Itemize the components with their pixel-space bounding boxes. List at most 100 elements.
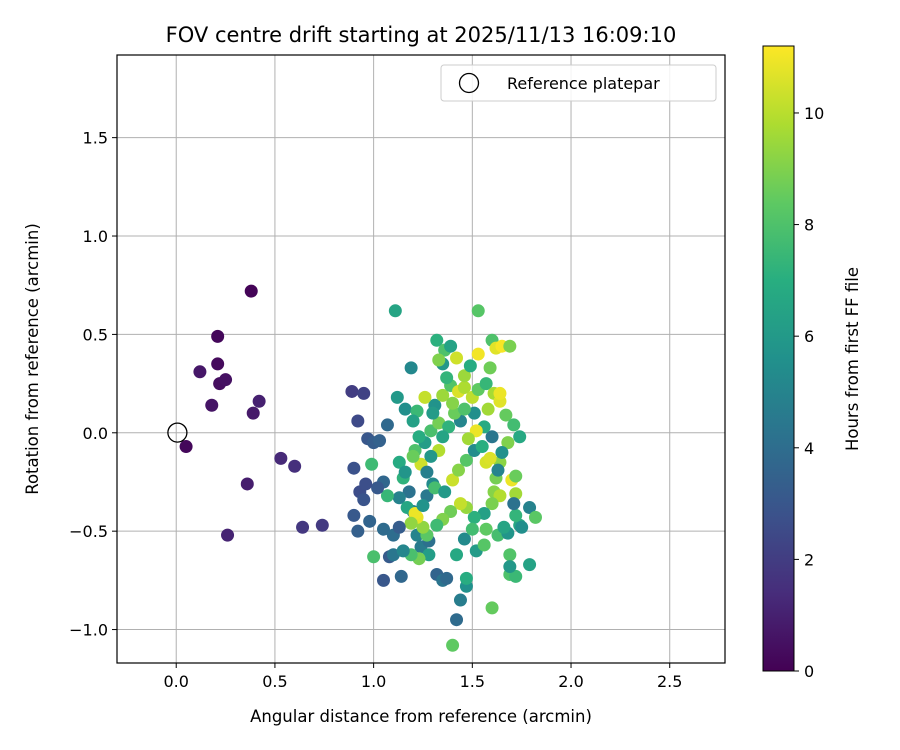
- data-point: [380, 418, 394, 432]
- data-point: [416, 520, 430, 534]
- x-tick-label: 0.5: [262, 672, 287, 691]
- data-point: [274, 451, 288, 465]
- y-tick-label: −0.5: [69, 522, 108, 541]
- data-point: [499, 408, 513, 422]
- data-point: [471, 304, 485, 318]
- data-point: [523, 501, 537, 515]
- data-point: [440, 371, 454, 385]
- data-point: [481, 402, 495, 416]
- data-point: [371, 481, 385, 495]
- data-point: [211, 357, 225, 371]
- data-point: [219, 373, 233, 387]
- data-point: [420, 465, 434, 479]
- data-point: [345, 384, 359, 398]
- data-point: [412, 430, 426, 444]
- colorbar-ticks: 0 2 4 6 8 10: [794, 104, 824, 681]
- plot-frame: [116, 54, 726, 664]
- y-tick-label: 0.0: [83, 424, 108, 443]
- data-point: [367, 550, 381, 564]
- colorbar-tick-label: 8: [804, 216, 814, 235]
- data-point: [418, 390, 432, 404]
- data-point: [477, 506, 491, 520]
- data-point: [398, 402, 412, 416]
- data-point: [491, 463, 505, 477]
- data-point: [380, 489, 394, 503]
- legend: Reference platepar: [440, 64, 717, 102]
- data-point: [463, 359, 477, 373]
- data-point: [402, 485, 416, 499]
- reference-platepar-marker: [167, 422, 188, 443]
- data-point: [388, 304, 402, 318]
- data-point: [457, 532, 471, 546]
- data-point: [457, 402, 471, 416]
- data-point: [351, 524, 365, 538]
- data-point: [467, 406, 481, 420]
- legend-label: Reference platepar: [507, 74, 660, 93]
- data-point: [440, 571, 454, 585]
- grid: [117, 55, 725, 663]
- data-point: [467, 510, 481, 524]
- data-point: [179, 440, 193, 454]
- data-point: [430, 518, 444, 532]
- data-point: [410, 404, 424, 418]
- data-point: [424, 424, 438, 438]
- data-point: [501, 436, 515, 450]
- data-point: [288, 459, 302, 473]
- data-point: [296, 520, 310, 534]
- data-point: [457, 369, 471, 383]
- data-point: [444, 504, 458, 518]
- data-point: [420, 489, 434, 503]
- data-point: [442, 420, 456, 434]
- data-point: [221, 528, 235, 542]
- colorbar: 0 2 4 6 8 10 Hours from first FF file: [762, 45, 862, 681]
- data-point: [483, 451, 497, 465]
- x-axis-label: Angular distance from reference (arcmin): [250, 707, 592, 726]
- colorbar-tick-label: 0: [804, 662, 814, 681]
- data-point: [408, 506, 422, 520]
- data-point: [252, 394, 266, 408]
- data-point: [452, 463, 466, 477]
- y-tick-label: 1.5: [83, 129, 108, 148]
- y-tick-label: −1.0: [69, 621, 108, 640]
- data-point: [446, 396, 460, 410]
- data-point: [507, 418, 521, 432]
- axis-ticks: 0.0 0.5 1.0 1.5 2.0 2.5 −1.0 −0.5 0.0 0.5 1.0 1.5: [69, 129, 682, 691]
- data-point: [493, 386, 507, 400]
- data-point: [432, 353, 446, 367]
- data-point: [193, 365, 207, 379]
- data-point: [436, 388, 450, 402]
- data-point: [426, 406, 440, 420]
- data-point: [359, 477, 373, 491]
- data-point: [497, 520, 511, 534]
- data-point: [503, 548, 517, 562]
- data-point: [453, 593, 467, 607]
- data-point: [424, 449, 438, 463]
- data-point: [432, 416, 446, 430]
- data-point: [485, 601, 499, 615]
- data-point: [465, 522, 479, 536]
- data-point: [430, 333, 444, 347]
- data-point: [515, 520, 529, 534]
- data-point: [240, 477, 254, 491]
- data-point: [503, 560, 517, 574]
- data-point: [507, 497, 521, 511]
- data-point: [485, 430, 499, 444]
- data-point: [373, 434, 387, 448]
- data-point: [315, 518, 329, 532]
- y-tick-label: 1.0: [83, 227, 108, 246]
- data-point: [509, 487, 523, 501]
- data-point: [347, 461, 361, 475]
- colorbar-tick-label: 2: [804, 550, 814, 569]
- data-point: [351, 414, 365, 428]
- data-point: [357, 493, 371, 507]
- data-point: [396, 544, 410, 558]
- data-point: [376, 522, 390, 536]
- data-point: [357, 386, 371, 400]
- data-point: [438, 485, 452, 499]
- data-point: [479, 377, 493, 391]
- data-point: [509, 469, 523, 483]
- data-point: [436, 430, 450, 444]
- data-point: [459, 453, 473, 467]
- data-point: [503, 339, 517, 353]
- colorbar-label: Hours from first FF file: [843, 267, 862, 451]
